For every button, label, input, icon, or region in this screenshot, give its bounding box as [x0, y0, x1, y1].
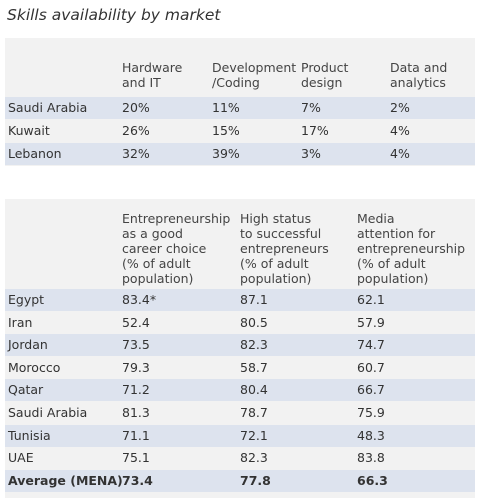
- table-cell: 17%: [301, 123, 329, 138]
- table-cell: 80.4: [240, 382, 268, 398]
- table-row: Saudi Arabia 20% 11% 7% 2%: [5, 97, 475, 119]
- table-cell: 82.3: [240, 450, 268, 466]
- column-header-line: (% of adult: [357, 256, 426, 271]
- column-header: Entrepreneurship as a good career choice (%…: [122, 211, 230, 286]
- table-cell: 79.3: [122, 359, 150, 375]
- column-header-line: entrepreneurship: [357, 241, 466, 256]
- table-cell: 75.1: [122, 450, 150, 466]
- column-header: Data and analytics: [390, 60, 447, 90]
- table-cell: 3%: [301, 146, 321, 161]
- column-header-line: population): [122, 271, 194, 286]
- table-cell: 71.1: [122, 427, 150, 443]
- table-row: Saudi Arabia 81.3 78.7 75.9: [5, 402, 475, 424]
- row-label: Qatar: [8, 382, 44, 398]
- column-header-line: career choice: [122, 241, 207, 256]
- row-label: Saudi Arabia: [8, 405, 88, 420]
- table-row: Jordan 73.5 82.3 74.7: [5, 334, 475, 357]
- table-cell: 20%: [122, 100, 150, 115]
- table-cell: 15%: [212, 123, 240, 138]
- column-header: Product design: [301, 60, 348, 90]
- table-cell: 66.7: [357, 382, 385, 398]
- column-header: High status to successful entrepreneurs (% …: [240, 211, 329, 286]
- column-header-line: attention for: [357, 226, 436, 241]
- table-cell: 71.2: [122, 382, 150, 398]
- column-header: Development/Coding: [212, 60, 296, 90]
- table-cell: 57.9: [357, 314, 385, 330]
- table-cell: 2%: [390, 100, 410, 115]
- table-cell: 78.7: [240, 405, 268, 420]
- table-row: Egypt 83.4* 87.1 62.1: [5, 289, 475, 311]
- column-header-line: to successful: [240, 226, 322, 241]
- column-header-line: High status: [240, 211, 312, 226]
- row-label: Jordan: [8, 337, 48, 353]
- row-label: Morocco: [8, 359, 61, 375]
- column-header-line: population): [240, 271, 312, 286]
- column-header: Media attention for entrepreneurship (% of …: [357, 211, 465, 286]
- table-cell: 39%: [212, 146, 240, 161]
- column-header-line: Media: [357, 211, 395, 226]
- column-header-line: Hardware: [122, 60, 183, 75]
- skills-table: Hardware and IT Development/Coding Product d…: [5, 38, 475, 166]
- column-header-line: /Coding: [212, 75, 260, 90]
- row-label: Egypt: [8, 292, 45, 307]
- column-header-line: population): [357, 271, 429, 286]
- table-cell: 62.1: [357, 292, 385, 307]
- column-header-line: (% of adult: [122, 256, 191, 271]
- table-cell: 4%: [390, 146, 410, 161]
- table-cell: 73.4: [122, 472, 153, 488]
- table-cell: 83.8: [357, 450, 385, 466]
- table-cell: 75.9: [357, 405, 385, 420]
- column-header-line: as a good: [122, 226, 183, 241]
- table-row: Lebanon 32% 39% 3% 4%: [5, 143, 475, 165]
- column-header-line: (% of adult: [240, 256, 309, 271]
- page-title: Skills availability by market: [7, 6, 221, 24]
- table-cell: 11%: [212, 100, 240, 115]
- table-cell: 66.3: [357, 472, 388, 488]
- column-header-line: Development: [212, 60, 297, 75]
- table-cell: 52.4: [122, 314, 150, 330]
- table-cell: 87.1: [240, 292, 268, 307]
- row-label: Kuwait: [8, 123, 50, 138]
- table-cell: 32%: [122, 146, 150, 161]
- row-label: Average (MENA): [8, 472, 123, 488]
- table-cell: 74.7: [357, 337, 385, 353]
- column-header-line: Entrepreneurship: [122, 211, 231, 226]
- table-row: Morocco 79.3 58.7 60.7: [5, 357, 475, 379]
- row-label: Saudi Arabia: [8, 100, 88, 115]
- column-header-line: Data and: [390, 60, 448, 75]
- row-label: Lebanon: [8, 146, 62, 161]
- table-cell: 81.3: [122, 405, 150, 420]
- table-cell: 26%: [122, 123, 150, 138]
- table-cell: 83.4*: [122, 292, 157, 307]
- column-header-line: entrepreneurs: [240, 241, 329, 256]
- table-cell: 4%: [390, 123, 410, 138]
- table-row: UAE 75.1 82.3 83.8: [5, 447, 475, 469]
- table-cell: 60.7: [357, 359, 385, 375]
- row-label: UAE: [8, 450, 34, 466]
- table-cell: 82.3: [240, 337, 268, 353]
- table-row: Kuwait 26% 15% 17% 4%: [5, 120, 475, 142]
- table-cell: 72.1: [240, 427, 268, 443]
- table-row: Qatar 71.2 80.4 66.7: [5, 379, 475, 402]
- column-header-line: and IT: [122, 75, 161, 90]
- row-label: Iran: [8, 314, 33, 330]
- table-row: Average (MENA) 73.4 77.8 66.3: [5, 469, 475, 492]
- column-header-line: Product: [301, 60, 349, 75]
- table-cell: 48.3: [357, 427, 385, 443]
- row-label: Tunisia: [8, 427, 51, 443]
- table-cell: 7%: [301, 100, 321, 115]
- table-cell: 80.5: [240, 314, 268, 330]
- table-row: Iran 52.4 80.5 57.9: [5, 312, 475, 334]
- table-cell: 58.7: [240, 359, 268, 375]
- entrepreneurship-table: Entrepreneurship as a good career choice (%…: [5, 199, 475, 498]
- column-header: Hardware and IT: [122, 60, 182, 90]
- table-cell: 73.5: [122, 337, 150, 353]
- table-cell: 77.8: [240, 472, 271, 488]
- table-row: Tunisia 71.1 72.1 48.3: [5, 424, 475, 447]
- column-header-line: design: [301, 75, 343, 90]
- column-header-line: analytics: [390, 75, 446, 90]
